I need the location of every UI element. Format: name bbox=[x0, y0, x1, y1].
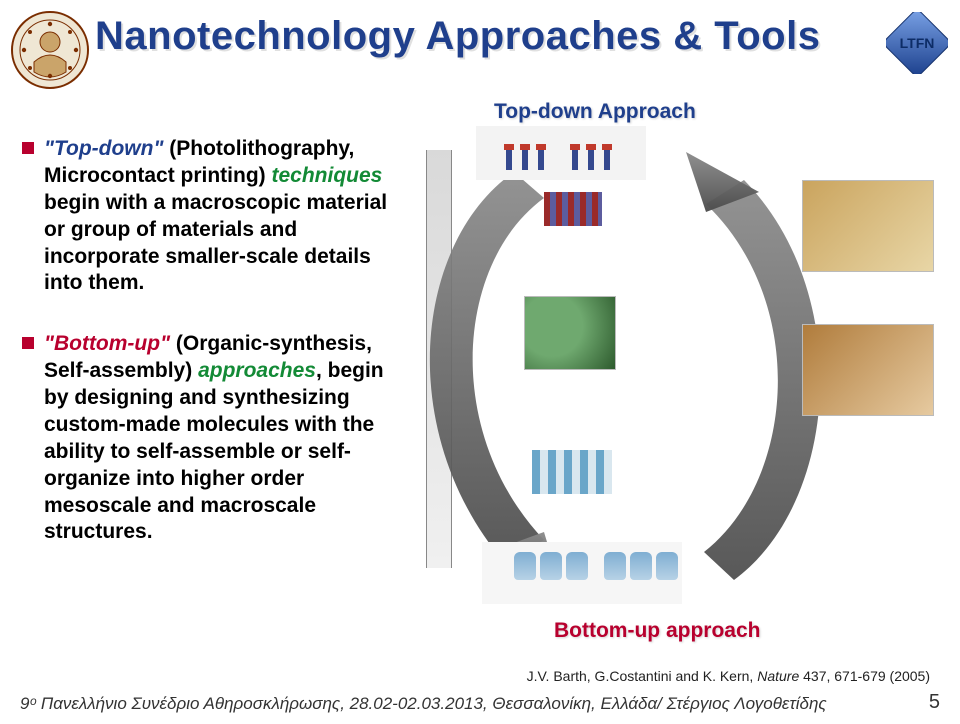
page-number: 5 bbox=[929, 691, 940, 714]
bullet-square-icon bbox=[22, 142, 34, 154]
bullet-topdown: "Top-down" (Photolithography, Microconta… bbox=[22, 136, 394, 297]
ltfn-logo: LTFN bbox=[886, 12, 948, 74]
bottomup-approach-label: Bottom-up approach bbox=[554, 619, 760, 643]
topdown-pillars bbox=[476, 126, 646, 180]
institution-logo bbox=[10, 10, 90, 90]
bullet-list: "Top-down" (Photolithography, Microconta… bbox=[22, 118, 394, 546]
topdown-rest: begin with a macroscopic material or gro… bbox=[44, 191, 387, 295]
approaches-term: approaches bbox=[198, 359, 316, 382]
topdown-sem-image bbox=[802, 180, 934, 272]
slide-title: Nanotechnology Approaches & Tools bbox=[95, 14, 880, 59]
citation-authors: J.V. Barth, G.Costantini and K. Kern, bbox=[527, 668, 758, 684]
approach-diagram: Top-down Approach bbox=[404, 100, 944, 625]
topdown-structure-panel bbox=[544, 192, 602, 226]
ltfn-text: LTFN bbox=[900, 35, 935, 51]
bottomup-structure-panel bbox=[532, 450, 612, 494]
citation-journal: Nature bbox=[757, 668, 799, 684]
footer-text: 9ᵒ Πανελλήνιο Συνέδριο Αθηροσκλήρωσης, 2… bbox=[20, 694, 827, 714]
topdown-approach-label: Top-down Approach bbox=[494, 100, 696, 124]
bottomup-sem-image bbox=[802, 324, 934, 416]
mid-stm-image bbox=[524, 296, 616, 370]
citation: J.V. Barth, G.Costantini and K. Kern, Na… bbox=[527, 668, 930, 684]
bottomup-rest: , begin by designing and synthesizing cu… bbox=[44, 359, 384, 543]
citation-ref: 437, 671-679 (2005) bbox=[799, 668, 930, 684]
cycle-arrows-icon bbox=[394, 132, 854, 612]
bullet-square-icon bbox=[22, 337, 34, 349]
topdown-term: "Top-down" bbox=[44, 137, 163, 160]
slide: LTFN Nanotechnology Approaches & Tools "… bbox=[0, 0, 960, 724]
techniques-term: techniques bbox=[272, 164, 383, 187]
bottomup-term: "Bottom-up" bbox=[44, 332, 170, 355]
bottomup-molecules bbox=[514, 552, 664, 596]
bullet-bottomup: "Bottom-up" (Organic-synthesis, Self-ass… bbox=[22, 331, 394, 546]
